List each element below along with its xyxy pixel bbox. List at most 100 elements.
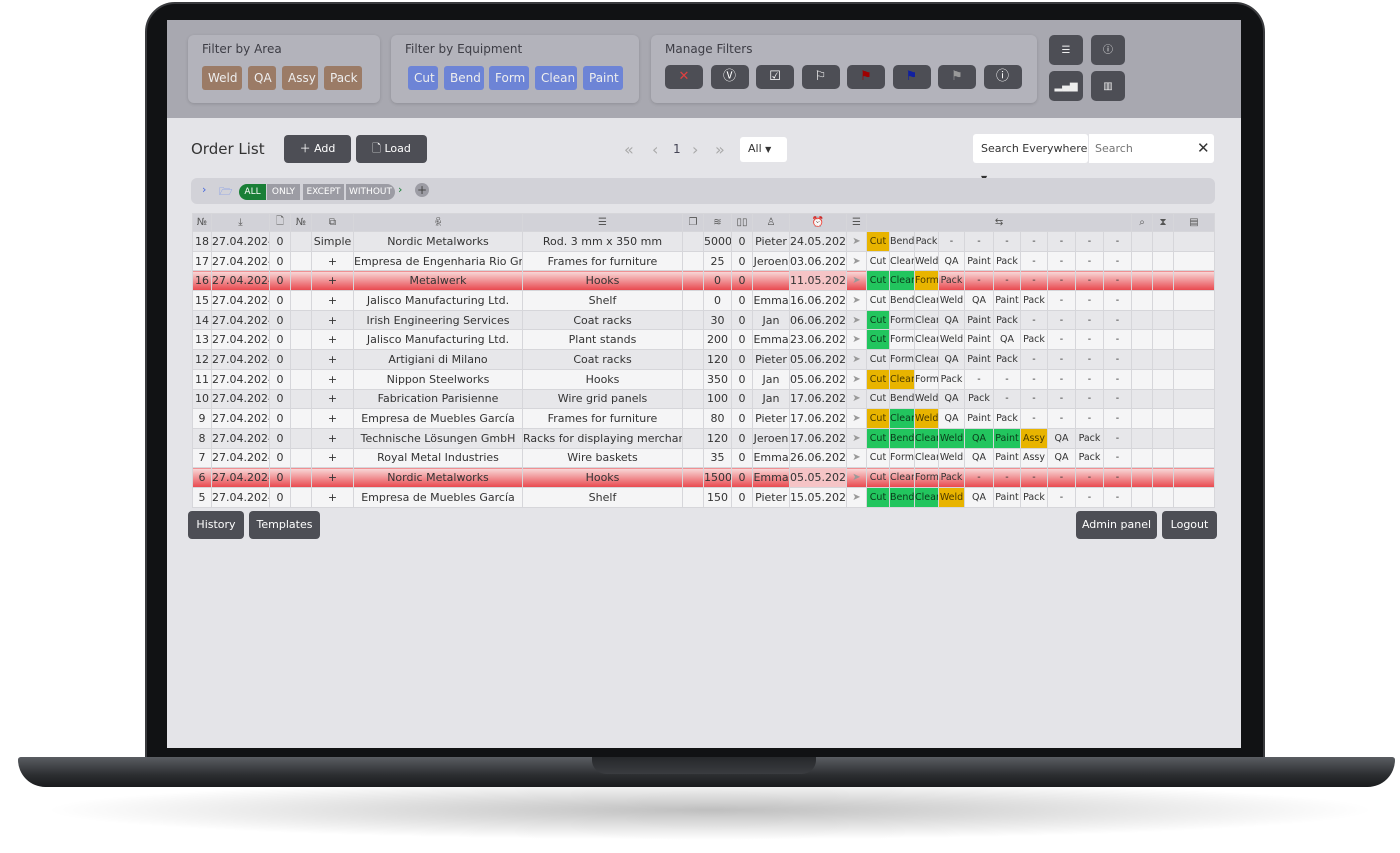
play-arrow-icon[interactable]: ➤: [846, 250, 867, 272]
tag-without[interactable]: WITHOUT: [346, 184, 395, 200]
table-row[interactable]: 8 27.04.2024 0 + Technische Lösungen GmbH Rac…: [192, 427, 1216, 449]
play-arrow-icon[interactable]: ➤: [846, 408, 867, 429]
bar-chart-button[interactable]: ▂▄▆: [1049, 71, 1083, 101]
next-page-icon[interactable]: ›: [692, 140, 699, 159]
download-icon[interactable]: ⤓: [211, 213, 270, 232]
equipment-chip-cut[interactable]: Cut: [408, 66, 438, 90]
close-filter-button[interactable]: ✕: [665, 65, 703, 89]
histogram-icon: ▥: [1103, 81, 1113, 92]
search-input[interactable]: [1089, 134, 1214, 163]
people-icon[interactable]: ꆜ: [353, 213, 523, 232]
prev-page-icon[interactable]: ‹: [652, 140, 659, 159]
step-cell: QA: [938, 349, 965, 370]
play-arrow-icon[interactable]: ➤: [846, 486, 867, 508]
tag-except[interactable]: EXCEPT: [303, 184, 344, 200]
user-icon[interactable]: ♙: [752, 213, 790, 232]
last-page-icon[interactable]: »: [715, 140, 725, 159]
play-arrow-icon[interactable]: ➤: [846, 349, 867, 370]
table-row[interactable]: 1627.04.20240+MetalwerkHooks0011.05.2024…: [192, 270, 1216, 292]
step-cell: -: [1020, 408, 1048, 429]
table-row[interactable]: 15 27.04.2024 0 + Jalisco Manufacturing Ltd.…: [192, 290, 1216, 311]
page-size-select[interactable]: All ▼: [740, 137, 787, 162]
columns-icon[interactable]: ▯▯: [731, 213, 753, 232]
step-cell: -: [1075, 231, 1104, 252]
history-button[interactable]: History: [188, 511, 244, 539]
play-arrow-icon[interactable]: ➤: [846, 447, 867, 469]
checkbox-filter-button[interactable]: ☑: [756, 65, 794, 89]
id-icon[interactable]: №: [192, 213, 212, 232]
notes-icon[interactable]: ▤: [1173, 213, 1216, 232]
table-row[interactable]: 10 27.04.2024 0 + Fabrication Parisienne Wire…: [192, 388, 1216, 410]
equipment-chip-paint[interactable]: Paint: [583, 66, 623, 90]
table-row[interactable]: 5 27.04.2024 0 + Empresa de Muebles García Sh…: [192, 486, 1216, 508]
play-arrow-icon[interactable]: ➤: [846, 270, 867, 292]
play-arrow-icon[interactable]: ➤: [846, 290, 867, 311]
layers-icon[interactable]: ≋: [703, 213, 732, 232]
admin-panel-button[interactable]: Admin panel: [1076, 511, 1157, 539]
area-chip-pack[interactable]: Pack: [324, 66, 362, 90]
equipment-chip-form[interactable]: Form: [489, 66, 529, 90]
play-arrow-icon[interactable]: ➤: [846, 467, 867, 488]
document-icon[interactable]: 🗋: [269, 213, 291, 232]
list-icon[interactable]: ☰: [522, 213, 683, 232]
add-button[interactable]: ＋ Add: [284, 135, 351, 163]
step-cell: Cut: [866, 368, 890, 390]
play-arrow-icon[interactable]: ➤: [846, 388, 867, 410]
equipment-chip-clean[interactable]: Clean: [535, 66, 577, 90]
play-arrow-icon[interactable]: ➤: [846, 309, 867, 331]
sliders-icon[interactable]: ☰: [846, 213, 867, 232]
add-filter-icon[interactable]: +: [415, 183, 429, 197]
equipment-chip-bend[interactable]: Bend: [444, 66, 484, 90]
search-scope-select[interactable]: Search Everywhere ▼: [973, 134, 1088, 183]
table-row[interactable]: 13 27.04.2024 0 + Jalisco Manufacturing Ltd.…: [192, 329, 1216, 351]
customer: Technische Lösungen GmbH: [353, 427, 523, 449]
table-row[interactable]: 6 27.04.2024 0 + Nordic Metalworks Hooks 1500 0…: [192, 467, 1216, 488]
play-arrow-icon[interactable]: ➤: [846, 427, 867, 449]
area-chip-qa[interactable]: QA: [248, 66, 276, 90]
table-row[interactable]: 12 27.04.2024 0 + Artigiani di Milano Coat ra…: [192, 349, 1216, 370]
flag-red-filter-button[interactable]: ⚑: [847, 65, 885, 89]
area-chip-weld[interactable]: Weld: [202, 66, 242, 90]
expand-chevron-icon[interactable]: ›: [202, 183, 207, 196]
table-row[interactable]: 18 27.04.2024 0 Simple Nordic Metalworks Rod.…: [192, 231, 1216, 252]
table-row[interactable]: 11 27.04.2024 0 + Nippon Steelworks Hooks 350 0…: [192, 368, 1216, 390]
table-row[interactable]: 9 27.04.2024 0 + Empresa de Muebles García Fr…: [192, 408, 1216, 429]
alarm-icon[interactable]: ⏰: [789, 213, 847, 232]
templates-button[interactable]: Templates: [249, 511, 320, 539]
order-type: +: [311, 250, 354, 272]
search-icon[interactable]: ⌕: [1131, 213, 1154, 232]
flag-outline-filter-button[interactable]: ⚐: [801, 65, 840, 89]
alert-filter-button[interactable]: ⓘ: [983, 65, 1022, 89]
copy-icon[interactable]: ⧉: [311, 213, 354, 232]
empty-cell: [290, 486, 312, 508]
area-chip-assy[interactable]: Assy: [282, 66, 318, 90]
files-icon[interactable]: ❐: [682, 213, 704, 232]
eye-check-filter-button[interactable]: Ⓥ: [710, 65, 749, 89]
load-button[interactable]: 🗋 Load: [356, 135, 427, 163]
empty-cell: [682, 447, 704, 469]
logout-button[interactable]: Logout: [1162, 511, 1217, 539]
sliders-button[interactable]: ☰: [1049, 35, 1083, 65]
clear-search-icon[interactable]: ✕: [1197, 139, 1210, 157]
play-arrow-icon[interactable]: ➤: [846, 231, 867, 252]
hourglass-icon[interactable]: ⧗: [1152, 213, 1175, 232]
chevron-right-icon[interactable]: ›: [398, 183, 403, 196]
steps-icon[interactable]: ⇆: [865, 213, 1133, 232]
play-arrow-icon[interactable]: ➤: [846, 368, 867, 390]
folder-icon[interactable]: 🗁: [219, 185, 233, 198]
order-date: 27.04.2024: [211, 408, 270, 429]
table-row[interactable]: 14 27.04.2024 0 + Irish Engineering Services…: [192, 309, 1216, 331]
play-arrow-icon[interactable]: ➤: [846, 329, 867, 351]
table-row[interactable]: 17 27.04.2024 0 + Empresa de Engenharia Rio …: [192, 250, 1216, 272]
quantity: 0: [703, 290, 732, 311]
id-icon[interactable]: №: [290, 213, 312, 232]
tag-only[interactable]: ONLY: [267, 184, 300, 200]
table-row[interactable]: 7 27.04.2024 0 + Royal Metal Industries Wire …: [192, 447, 1216, 469]
histogram-button[interactable]: ▥: [1091, 71, 1125, 101]
tag-all[interactable]: ALL: [239, 184, 266, 200]
info-button[interactable]: ⓘ: [1091, 35, 1125, 65]
flag-blue-filter-button[interactable]: ⚑: [892, 65, 931, 89]
first-page-icon[interactable]: «: [624, 140, 634, 159]
empty-cell: [1131, 388, 1154, 410]
flag-gray-filter-button[interactable]: ⚑: [938, 65, 976, 89]
